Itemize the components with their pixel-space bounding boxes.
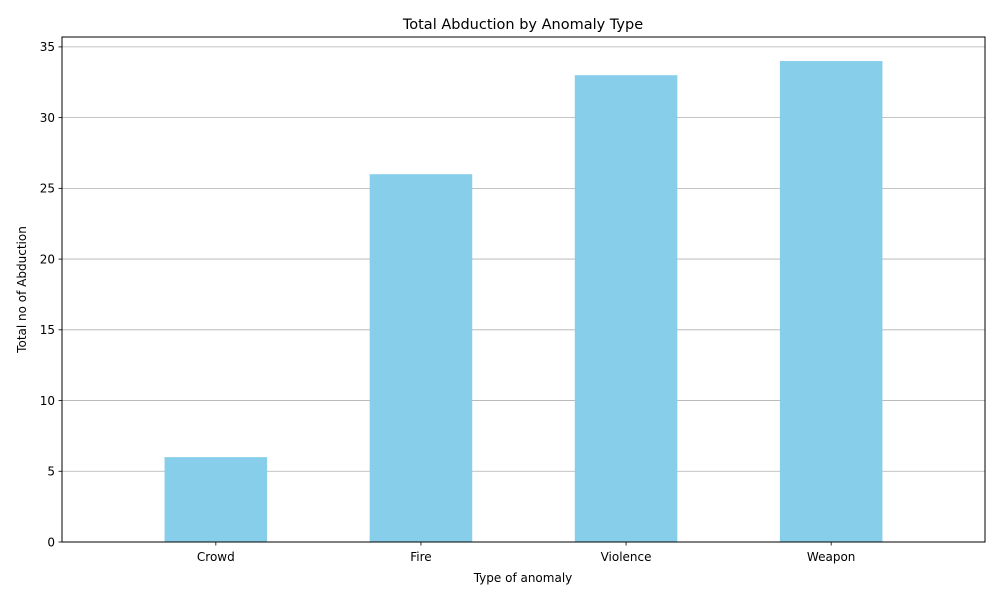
y-tick-label: 25 (40, 182, 55, 196)
bars (164, 61, 883, 543)
y-tick-label: 0 (47, 535, 55, 549)
y-tick-label: 35 (40, 40, 55, 54)
bar-fire (369, 174, 473, 542)
y-tick-label: 10 (40, 394, 55, 408)
chart-title: Total Abduction by Anomaly Type (402, 17, 643, 33)
x-tick-label: Weapon (807, 550, 855, 564)
x-tick-label: Violence (601, 550, 652, 564)
y-tick-label: 5 (47, 465, 55, 479)
x-axis-ticks: Crowd Fire Violence Weapon (197, 542, 855, 564)
x-axis-label: Type of anomaly (473, 571, 573, 585)
bar-crowd (164, 457, 268, 542)
x-tick-label: Fire (410, 550, 431, 564)
bar-weapon (779, 61, 883, 543)
y-tick-label: 20 (40, 252, 55, 266)
x-tick-label: Crowd (197, 550, 235, 564)
plot-frame (61, 36, 986, 543)
y-tick-label: 15 (40, 323, 55, 337)
y-tick-label: 30 (40, 111, 55, 125)
y-axis-ticks: 0 5 10 15 20 25 30 35 (40, 40, 62, 549)
grid-lines (62, 46, 985, 472)
bar-violence (574, 75, 678, 543)
y-axis-label: Total no of Abduction (15, 226, 29, 354)
